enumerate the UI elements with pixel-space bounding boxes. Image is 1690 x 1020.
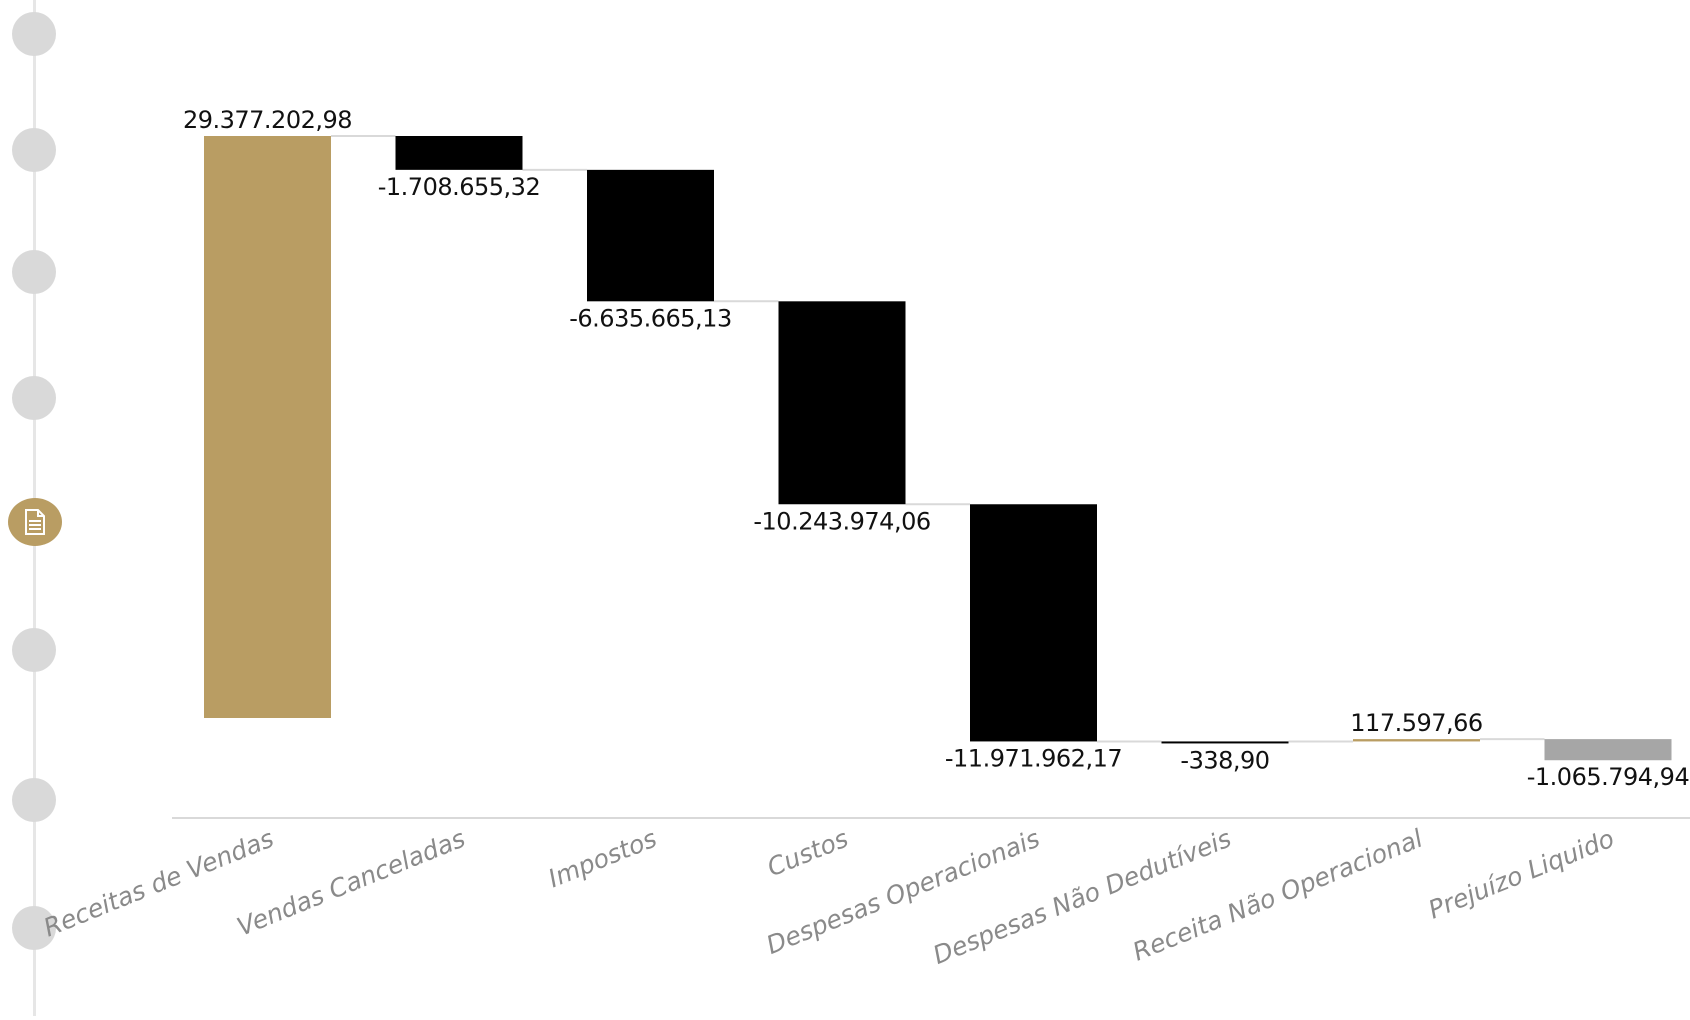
waterfall-bar bbox=[587, 169, 714, 302]
document-icon bbox=[25, 509, 45, 535]
waterfall-bar bbox=[1353, 739, 1480, 742]
category-label: Prejuízo Liquido bbox=[1424, 824, 1618, 925]
waterfall-bar bbox=[1544, 739, 1672, 761]
category-label: Impostos bbox=[544, 824, 661, 894]
sidebar-nav-item[interactable] bbox=[12, 778, 56, 822]
bar-value-label: 117.597,66 bbox=[1350, 709, 1482, 737]
bar-value-label: -11.971.962,17 bbox=[945, 744, 1122, 772]
sidebar-nav-item[interactable] bbox=[12, 628, 56, 672]
category-label: Despesas Não Dedutíveis bbox=[929, 824, 1235, 970]
waterfall-bar bbox=[970, 504, 1097, 742]
bar-value-label: -1.708.655,32 bbox=[378, 173, 540, 201]
sidebar-nav-item[interactable] bbox=[12, 376, 56, 420]
sidebar-nav-item[interactable] bbox=[12, 906, 56, 950]
bar-value-label: -10.243.974,06 bbox=[753, 507, 930, 535]
waterfall-bar bbox=[1161, 741, 1289, 744]
waterfall-bar bbox=[204, 136, 331, 718]
sidebar-nav-item-active[interactable] bbox=[8, 498, 62, 546]
waterfall-bar bbox=[778, 301, 906, 505]
bar-value-label: -6.635.665,13 bbox=[569, 304, 731, 332]
sidebar-nav bbox=[0, 0, 70, 1016]
category-label: Custos bbox=[763, 824, 852, 883]
bar-value-label: 29.377.202,98 bbox=[183, 106, 352, 134]
sidebar-nav-item[interactable] bbox=[12, 128, 56, 172]
sidebar-nav-item[interactable] bbox=[12, 250, 56, 294]
waterfall-bar bbox=[395, 136, 523, 170]
bar-value-label: -1.065.794,94 bbox=[1527, 763, 1689, 791]
bar-value-label: -338,90 bbox=[1180, 746, 1269, 774]
sidebar-nav-item[interactable] bbox=[12, 12, 56, 56]
